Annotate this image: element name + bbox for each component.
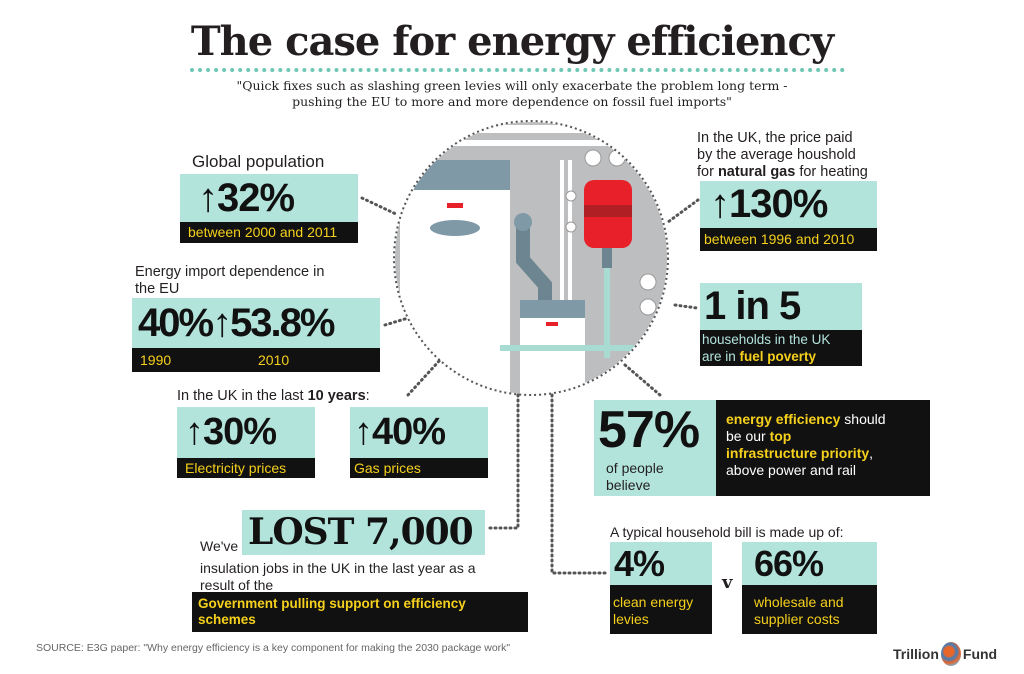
priority-sub2: believe — [606, 477, 651, 493]
levies-value: 4% — [610, 542, 712, 585]
electricity-value: ↑30% — [177, 407, 315, 458]
trillion-fund-logo: Trillion Fund — [893, 642, 997, 666]
ten-years-label: In the UK in the last 10 years: — [177, 388, 370, 404]
gas-price-period: between 1996 and 2010 — [700, 228, 877, 251]
priority-t1: should — [840, 411, 886, 427]
gas-label-line2: by the average houshold — [697, 147, 856, 163]
import-year-2010: 2010 — [258, 352, 290, 368]
jobs-cause: Government pulling support on efficiency… — [192, 592, 528, 632]
poverty-value: 1 in 5 — [700, 283, 862, 330]
population-period: between 2000 and 2011 — [180, 222, 358, 243]
gas-label-line1: In the UK, the price paid — [697, 130, 853, 146]
electricity-label: Electricity prices — [177, 458, 315, 478]
poverty-line1: households in the UK — [702, 332, 831, 347]
poverty-pre: are in — [702, 349, 740, 364]
page-title: The case for energy efficiency — [190, 18, 834, 65]
priority-t3: , — [869, 445, 874, 461]
import-label: Energy import dependence in the EU — [135, 264, 324, 298]
jobs-cause-line2: schemes — [198, 612, 256, 627]
priority-t2: be our — [726, 428, 770, 444]
bill-label: A typical household bill is made up of: — [610, 524, 844, 540]
wholesale-label: wholesale and supplier costs — [742, 585, 877, 634]
gas-label-for: for — [697, 164, 718, 180]
priority-bold2: top — [769, 428, 792, 444]
gas-label: Gas prices — [350, 458, 488, 478]
jobs-text-line1: insulation jobs in the UK in the last ye… — [200, 560, 476, 576]
logo-right: Fund — [962, 646, 998, 662]
import-years: 1990 2010 — [132, 348, 380, 372]
import-value-2010: ↑53.8% — [212, 301, 335, 345]
quote: "Quick fixes such as slashing green levi… — [0, 78, 1024, 110]
versus: v — [722, 572, 733, 593]
population-value: ↑32% — [180, 174, 358, 222]
quote-line-2: pushing the EU to more and more dependen… — [292, 94, 732, 109]
gas-label-post: for heating — [795, 164, 868, 180]
import-label-line2: the EU — [135, 281, 180, 297]
population-label: Global population — [192, 152, 325, 171]
ten-years-post: : — [365, 388, 370, 404]
wholesale-label-2: supplier costs — [754, 611, 840, 627]
levies-label-1: clean energy — [613, 594, 694, 610]
ten-years-pre: In the UK in the last — [177, 388, 308, 404]
logo-left: Trillion — [893, 646, 939, 662]
title-divider — [190, 68, 845, 72]
priority-value: 57% — [598, 401, 700, 459]
priority-stat: 57% of people believe — [594, 400, 716, 496]
quote-line-1: "Quick fixes such as slashing green levi… — [236, 78, 788, 93]
ten-years-bold: 10 years — [307, 388, 366, 404]
jobs-text: insulation jobs in the UK in the last ye… — [200, 560, 476, 594]
gas-label-bold: natural gas — [717, 164, 796, 180]
jobs-prefix: We've — [200, 538, 239, 554]
levies-label-2: levies — [613, 611, 649, 627]
source-note: SOURCE: E3G paper: "Why energy efficienc… — [36, 642, 511, 654]
import-label-line1: Energy import dependence in — [135, 264, 325, 280]
gas-price-value: ↑130% — [700, 181, 877, 228]
wholesale-label-1: wholesale and — [754, 594, 844, 610]
logo-globe-icon — [940, 642, 961, 666]
import-year-1990: 1990 — [140, 352, 172, 368]
jobs-value: LOST 7,000 — [242, 510, 485, 555]
priority-t4: above power and rail — [726, 462, 856, 478]
priority-sub1: of people — [606, 460, 664, 476]
gas-price-label: In the UK, the price paid by the average… — [697, 130, 868, 181]
import-values: 40%↑53.8% — [132, 298, 380, 348]
jobs-text-line2: result of the — [200, 577, 274, 593]
import-value-1990: 40% — [138, 301, 214, 345]
wholesale-value: 66% — [742, 542, 877, 585]
poverty-bold: fuel poverty — [739, 349, 817, 364]
jobs-cause-line1: Government pulling support on efficiency — [198, 596, 466, 611]
priority-bold1: energy efficiency — [726, 411, 841, 427]
priority-text: energy efficiency should be our top infr… — [716, 400, 930, 496]
levies-label: clean energy levies — [610, 585, 712, 634]
poverty-text: households in the UK are in fuel poverty — [700, 330, 862, 366]
priority-bold3: infrastructure priority — [726, 445, 870, 461]
gas-value: ↑40% — [350, 407, 488, 458]
